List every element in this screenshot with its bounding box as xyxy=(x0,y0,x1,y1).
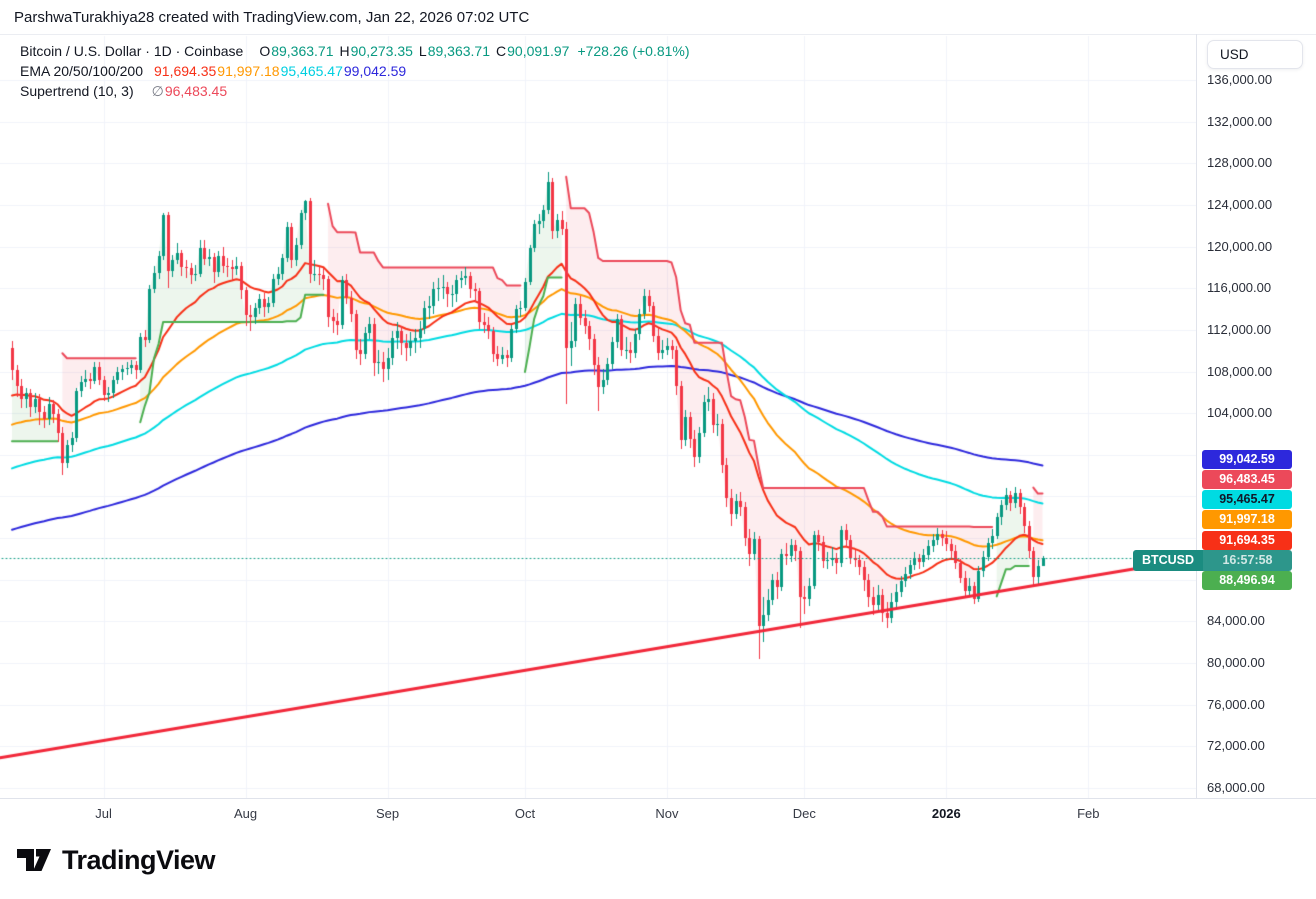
ema-indicator-title: EMA 20/50/100/200 xyxy=(20,63,143,79)
ema200-value: 99,042.59 xyxy=(343,63,407,79)
price-tick-label: 76,000.00 xyxy=(1207,696,1265,712)
high-label: H xyxy=(339,43,350,59)
supertrend-down-price-tag: 96,483.45 xyxy=(1202,469,1292,489)
supertrend-up-price-tag: 88,496.94 xyxy=(1202,571,1292,591)
time-tick-label: Feb xyxy=(1077,806,1100,821)
supertrend-indicator-title: Supertrend (10, 3) xyxy=(20,83,134,99)
price-tick-label: 112,000.00 xyxy=(1207,321,1272,337)
ema-50-price-tag: 91,997.18 xyxy=(1202,510,1292,530)
currency-toggle-button[interactable]: USD xyxy=(1207,40,1303,69)
open-value: 89,363.71 xyxy=(271,43,334,59)
time-axis[interactable]: Jul Aug Sep Oct Nov Dec 2026 Feb xyxy=(0,798,1316,831)
time-tick-label: Sep xyxy=(375,806,400,821)
ema-200-price-tag: 99,042.59 xyxy=(1202,449,1292,469)
supertrend-value: 96,483.45 xyxy=(164,83,228,99)
price-tick-label: 80,000.00 xyxy=(1207,655,1265,671)
symbol-title: Bitcoin / U.S. Dollar · 1D · Coinbase xyxy=(20,43,244,59)
time-tick-label: Oct xyxy=(514,806,536,821)
price-tick-label: 132,000.00 xyxy=(1207,113,1273,129)
price-tick-label: 72,000.00 xyxy=(1207,738,1265,754)
ema20-value: 91,694.35 xyxy=(154,63,217,79)
ema50-value: 91,997.18 xyxy=(217,63,280,79)
price-tick-label: 84,000.00 xyxy=(1207,613,1265,629)
legend-symbol-row[interactable]: Bitcoin / U.S. Dollar · 1D · Coinbase O89… xyxy=(20,41,690,61)
time-tick-label: 2026 xyxy=(931,806,961,821)
low-label: L xyxy=(418,43,427,59)
price-scale[interactable]: USD 136,000.00 132,000.00 128,000.00 124,00… xyxy=(1196,34,1316,798)
bar-countdown-tag: 16:57:58 xyxy=(1203,550,1292,571)
tradingview-logo-text: TradingView xyxy=(62,845,216,875)
ema100-value: 95,465.47 xyxy=(280,63,343,79)
time-tick-label: Dec xyxy=(792,806,816,821)
price-tick-label: 108,000.00 xyxy=(1207,363,1273,379)
price-tick-label: 124,000.00 xyxy=(1207,196,1273,212)
legend-supertrend-row[interactable]: Supertrend (10, 3) ∅96,483.45 xyxy=(20,81,690,101)
close-value: 90,091.97 xyxy=(507,43,570,59)
change-value: +728.26 (+0.81%) xyxy=(577,43,690,59)
price-tick-label: 116,000.00 xyxy=(1207,280,1272,296)
low-value: 89,363.71 xyxy=(427,43,491,59)
price-tick-label: 68,000.00 xyxy=(1207,780,1265,795)
close-label: C xyxy=(496,43,507,59)
ema-100-price-tag: 95,465.47 xyxy=(1202,490,1292,510)
open-label: O xyxy=(259,43,271,59)
time-tick-label: Nov xyxy=(655,806,679,821)
tradingview-logo-icon xyxy=(17,848,51,871)
average-symbol: ∅ xyxy=(151,83,164,99)
time-tick-label: Aug xyxy=(234,806,258,821)
legend-ema-row[interactable]: EMA 20/50/100/200 91,694.3591,997.1895,46… xyxy=(20,61,690,81)
chart-legend: Bitcoin / U.S. Dollar · 1D · Coinbase O89… xyxy=(20,41,690,101)
ema-20-price-tag: 91,694.35 xyxy=(1202,530,1292,550)
tradingview-logo[interactable]: TradingView xyxy=(16,845,216,876)
price-tick-label: 136,000.00 xyxy=(1207,72,1273,87)
high-value: 90,273.35 xyxy=(350,43,413,59)
price-chart-canvas[interactable] xyxy=(0,0,1196,830)
symbol-price-tag: BTCUSD xyxy=(1133,550,1203,571)
time-tick-label: Jul xyxy=(95,806,112,821)
price-tick-label: 128,000.00 xyxy=(1207,155,1273,171)
price-tick-label: 104,000.00 xyxy=(1207,405,1273,421)
price-tick-label: 120,000.00 xyxy=(1207,238,1273,254)
